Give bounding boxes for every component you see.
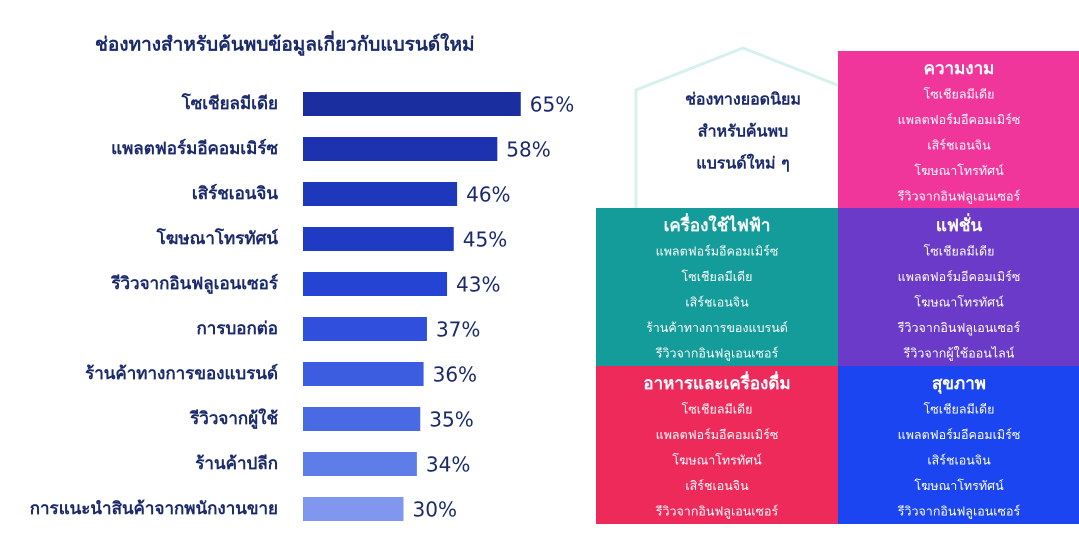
panel-item: โฆษณาโทรทัศน์: [914, 163, 1004, 178]
panel-item: แพลตฟอร์มอีคอมเมิร์ซ: [898, 427, 1021, 442]
value-label: 37%: [436, 318, 480, 342]
panel-title: เครื่องใช้ไฟฟ้า: [664, 213, 771, 236]
panel-item: เสิร์ชเอนจิน: [685, 478, 749, 493]
bar: [303, 452, 417, 476]
panel-bg: [838, 208, 1079, 366]
panel-item: เสิร์ชเอนจิน: [927, 138, 991, 153]
panel-item: โฆษณาโทรทัศน์: [672, 453, 762, 468]
panel-item: ร้านค้าทางการของแบรนด์: [646, 320, 788, 335]
value-label: 34%: [426, 453, 470, 477]
category-label: ร้านค้าปลีก: [195, 453, 278, 474]
panel-item: เสิร์ชเอนจิน: [927, 453, 991, 468]
panel-item: โฆษณาโทรทัศน์: [914, 478, 1004, 493]
panel-item: โซเชียลมีเดีย: [682, 402, 753, 417]
panel-item: โซเชียลมีเดีย: [682, 269, 753, 284]
category-label: แพลตฟอร์มอีคอมเมิร์ซ: [111, 138, 278, 159]
value-label: 36%: [433, 363, 477, 387]
panel-item: รีวิวจากอินฟลูเอนเซอร์: [655, 504, 778, 520]
category-label: โฆษณาโทรทัศน์: [156, 228, 279, 249]
value-label: 45%: [463, 228, 507, 252]
panel-bg: [838, 366, 1079, 524]
category-label: เสิร์ชเอนจิน: [192, 183, 278, 204]
center-label: ช่องทางยอดนิยม: [685, 90, 801, 109]
bar: [303, 182, 458, 206]
category-label: การบอกต่อ: [196, 319, 278, 339]
panel-item: เสิร์ชเอนจิน: [685, 295, 749, 310]
panel-item: รีวิวจากอินฟลูเอนเซอร์: [655, 346, 778, 362]
panel-item: โซเชียลมีเดีย: [924, 244, 995, 259]
bar: [303, 317, 427, 341]
panel-item: แพลตฟอร์มอีคอมเมิร์ซ: [656, 244, 779, 259]
chart-title: ช่องทางสำหรับค้นพบข้อมูลเกี่ยวกับแบรนด์ใ…: [95, 31, 475, 57]
center-label: สำหรับค้นพบ: [698, 122, 788, 141]
value-label: 65%: [530, 93, 574, 117]
category-label: รีวิวจากผู้ใช้: [189, 408, 278, 430]
panel-item: แพลตฟอร์มอีคอมเมิร์ซ: [898, 269, 1021, 284]
category-label: โซเชียลมีเดีย: [181, 93, 278, 114]
panel-bg: [596, 208, 838, 366]
category-label: การแนะนำสินค้าจากพนักงานขาย: [30, 499, 278, 519]
value-label: 43%: [456, 273, 500, 297]
panel-item: โซเชียลมีเดีย: [924, 402, 995, 417]
panel-item: โฆษณาโทรทัศน์: [914, 295, 1004, 310]
category-label: ร้านค้าทางการของแบรนด์: [85, 363, 278, 384]
panel-title: ความงาม: [924, 59, 995, 79]
bar: [303, 137, 498, 161]
panel-item: รีวิวจากอินฟลูเอนเซอร์: [897, 320, 1020, 336]
panel-item: รีวิวจากอินฟลูเอนเซอร์: [897, 189, 1020, 205]
panel-item: แพลตฟอร์มอีคอมเมิร์ซ: [898, 112, 1021, 127]
center-label: แบรนด์ใหม่ ๆ: [696, 154, 789, 173]
panel-bg: [596, 366, 838, 524]
bar: [303, 227, 454, 251]
panel-item: รีวิวจากอินฟลูเอนเซอร์: [897, 504, 1020, 520]
value-label: 46%: [466, 183, 510, 207]
bar: [303, 407, 421, 431]
panel-item: รีวิวจากผู้ใช้ออนไลน์: [903, 346, 1014, 362]
panel-title: แฟชั่น: [936, 213, 983, 236]
value-label: 30%: [413, 498, 457, 522]
panel-bg: [838, 51, 1079, 208]
panel-title: อาหารและเครื่องดื่ม: [643, 371, 790, 394]
bar: [303, 497, 404, 521]
panel-title: สุขภาพ: [932, 374, 986, 394]
bar: [303, 362, 424, 386]
panel-item: แพลตฟอร์มอีคอมเมิร์ซ: [656, 427, 779, 442]
value-label: 58%: [506, 138, 550, 162]
panel-item: โซเชียลมีเดีย: [924, 87, 995, 102]
bar: [303, 92, 521, 116]
category-label: รีวิวจากอินฟลูเอนเซอร์: [110, 273, 278, 295]
bar: [303, 272, 448, 296]
value-label: 35%: [429, 408, 473, 432]
